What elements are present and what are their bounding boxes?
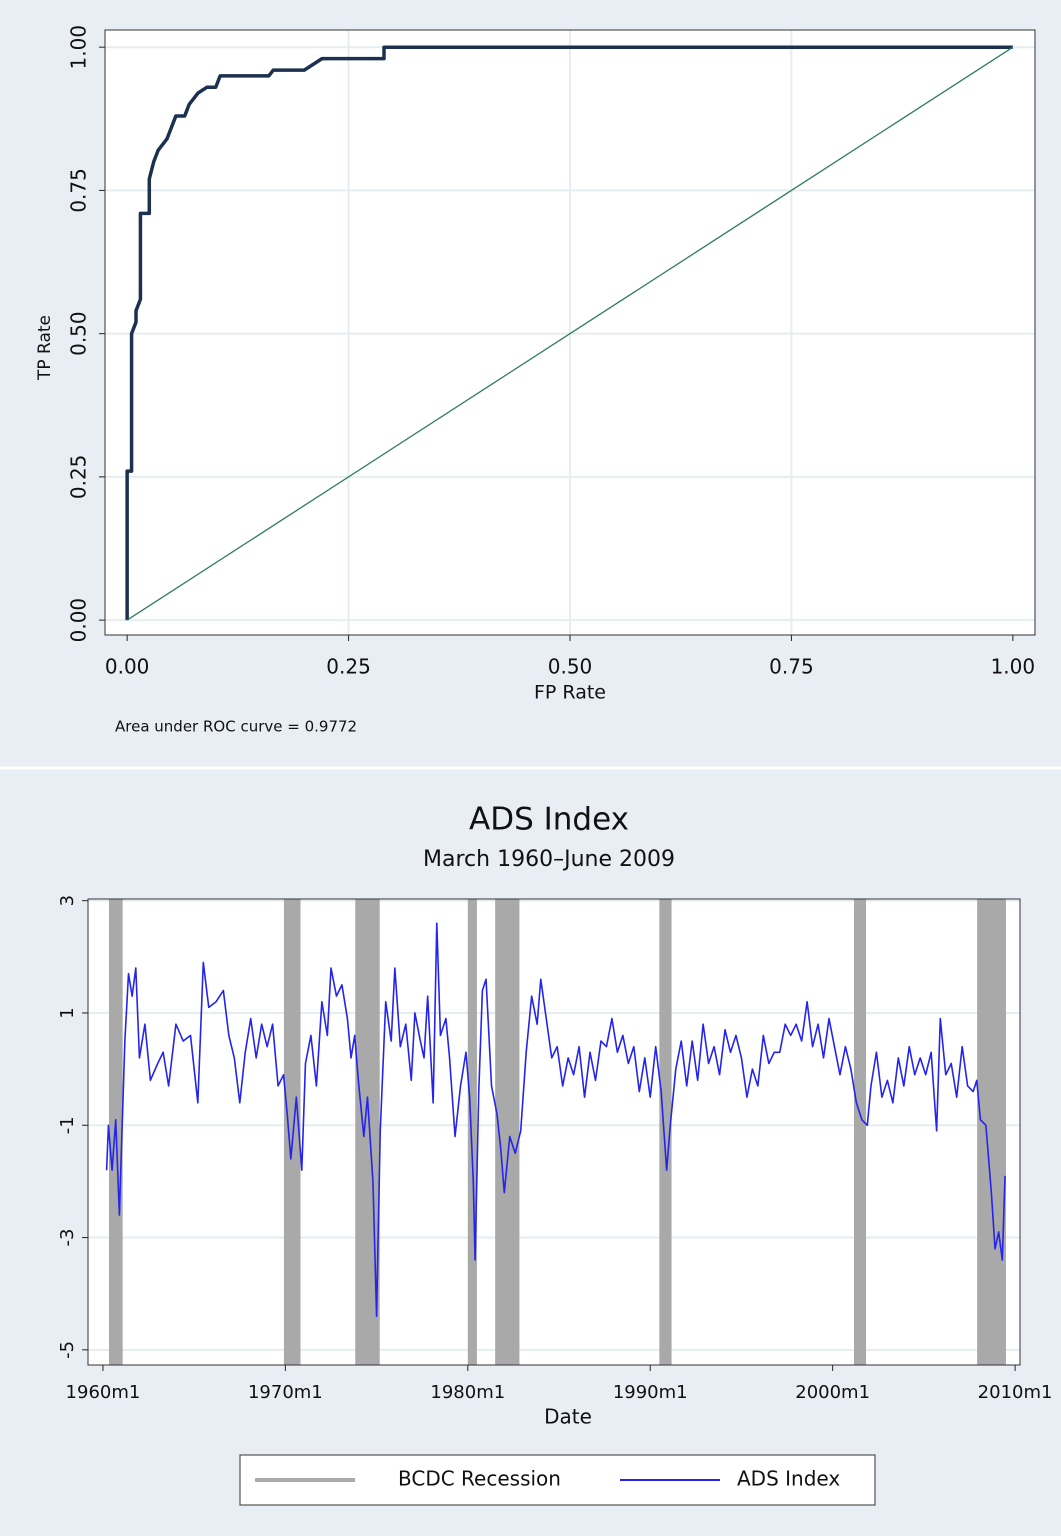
data-line <box>105 922 1006 1317</box>
y-tick-label: 0.75 <box>67 168 91 213</box>
x-tick-label: 0.25 <box>326 655 371 679</box>
x-tick-label: 1.00 <box>991 655 1036 679</box>
plot-frame <box>104 29 1036 636</box>
x-axis-title: Date <box>544 1405 592 1429</box>
y-tick-label: 0.25 <box>67 455 91 500</box>
y-axis-title: TP Rate <box>35 315 55 381</box>
chart-title: ADS Index <box>469 802 629 838</box>
x-tick-label: 1990m1 <box>613 1382 688 1403</box>
y-tick-label: 0.50 <box>67 311 91 356</box>
data-line <box>125 45 1013 621</box>
data-line <box>126 46 1014 621</box>
y-tick-label: -1 <box>57 1116 78 1134</box>
y-tick-label: 3 <box>57 895 78 906</box>
x-tick-label: 0.50 <box>548 655 593 679</box>
legend-label: BCDC Recession <box>398 1467 561 1491</box>
annotation: Area under ROC curve = 0.9772 <box>115 718 357 736</box>
x-tick-label: 1970m1 <box>248 1382 323 1403</box>
recession-band <box>467 899 477 1365</box>
x-tick-label: 0.75 <box>769 655 814 679</box>
x-tick-label: 1980m1 <box>430 1382 505 1403</box>
y-tick-label: -3 <box>57 1229 78 1247</box>
x-tick-label: 0.00 <box>105 655 150 679</box>
x-tick-label: 2010m1 <box>978 1382 1053 1403</box>
x-tick-label: 1960m1 <box>66 1382 141 1403</box>
legend-label: ADS Index <box>737 1467 840 1491</box>
y-tick-label: -5 <box>57 1341 78 1359</box>
plot-area <box>88 899 1020 1365</box>
plot-frame <box>87 898 1021 1366</box>
y-tick-label: 1 <box>57 1007 78 1018</box>
x-axis-title: FP Rate <box>534 682 606 704</box>
chart-subtitle: March 1960–June 2009 <box>423 847 675 872</box>
recession-band <box>977 899 1006 1365</box>
y-tick-label: 1.00 <box>67 25 91 70</box>
recession-band <box>853 899 867 1365</box>
recession-band <box>283 899 301 1365</box>
x-tick-label: 2000m1 <box>795 1382 870 1403</box>
y-tick-label: 0.00 <box>67 598 91 643</box>
recession-band <box>659 899 672 1365</box>
